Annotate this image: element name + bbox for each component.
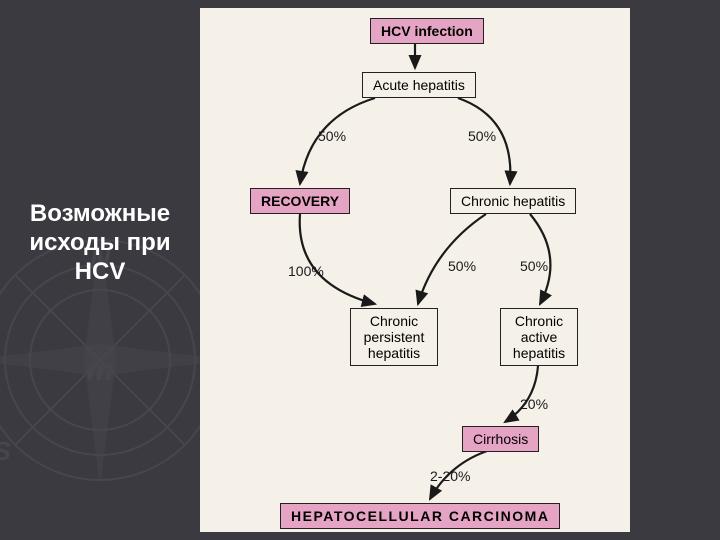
pct-acute-to-recovery: 50%: [318, 128, 346, 144]
slide-title: Возможные исходы при HCV: [10, 200, 190, 286]
node-recovery: RECOVERY: [250, 188, 350, 214]
svg-text:S: S: [0, 436, 11, 466]
pct-chronic-to-cph: 50%: [448, 258, 476, 274]
pct-recovery-to-cph: 100%: [288, 263, 324, 279]
node-cirrhosis: Cirrhosis: [462, 426, 539, 452]
pct-cirrhosis-to-hcc: 2-20%: [430, 468, 470, 484]
node-chronic-active: Chronicactivehepatitis: [500, 308, 578, 366]
node-chronic-persistent: Chronicpersistenthepatitis: [350, 308, 438, 366]
svg-text:m: m: [87, 354, 114, 387]
pct-cah-to-cirrhosis: 20%: [520, 396, 548, 412]
pct-chronic-to-cah: 50%: [520, 258, 548, 274]
pct-acute-to-chronic: 50%: [468, 128, 496, 144]
node-acute-hepatitis: Acute hepatitis: [362, 72, 476, 98]
diagram-panel: HCV infection Acute hepatitis RECOVERY C…: [200, 8, 630, 532]
node-chronic-hepatitis: Chronic hepatitis: [450, 188, 576, 214]
node-hcv-infection: HCV infection: [370, 18, 484, 44]
node-hepatocellular-carcinoma: HEPATOCELLULAR CARCINOMA: [280, 503, 560, 529]
